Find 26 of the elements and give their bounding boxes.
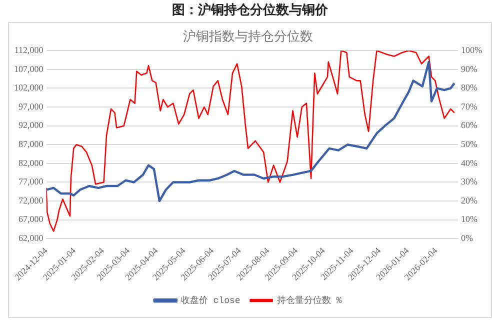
y-tick-label: 72,000	[18, 195, 44, 206]
y-tick-label: 87,000	[18, 138, 44, 149]
y-tick-label: 107,000	[14, 64, 44, 74]
y-tick-label: 67,000	[18, 214, 44, 224]
y-tick-label: 97,000	[18, 101, 44, 112]
y2-tick-label: 10%	[461, 214, 478, 224]
y-tick-label: 62,000	[18, 233, 44, 244]
y-tick-label: 82,000	[18, 158, 44, 168]
y2-tick-label: 50%	[461, 138, 478, 149]
y2-tick-label: 100%	[461, 44, 483, 55]
y2-tick-label: 70%	[461, 101, 478, 112]
y2-tick-label: 0%	[461, 233, 474, 244]
y2-tick-label: 30%	[461, 176, 478, 187]
legend-label: 收盘价 close	[180, 294, 240, 306]
y2-tick-label: 90%	[461, 64, 478, 74]
y2-tick-label: 20%	[461, 195, 478, 206]
y-tick-label: 112,000	[14, 44, 44, 55]
legend-label: 持仓量分位数 %	[276, 294, 342, 306]
y-tick-label: 92,000	[18, 120, 44, 130]
chart-subtitle: 沪铜指数与持仓分位数	[183, 28, 313, 44]
chart-title: 图：沪铜持仓分位数与铜价	[171, 2, 329, 20]
y2-tick-label: 80%	[461, 82, 478, 93]
y2-tick-label: 40%	[461, 158, 478, 168]
y-tick-label: 77,000	[18, 176, 44, 187]
y2-tick-label: 60%	[461, 120, 478, 130]
y-tick-label: 102,000	[14, 82, 44, 93]
